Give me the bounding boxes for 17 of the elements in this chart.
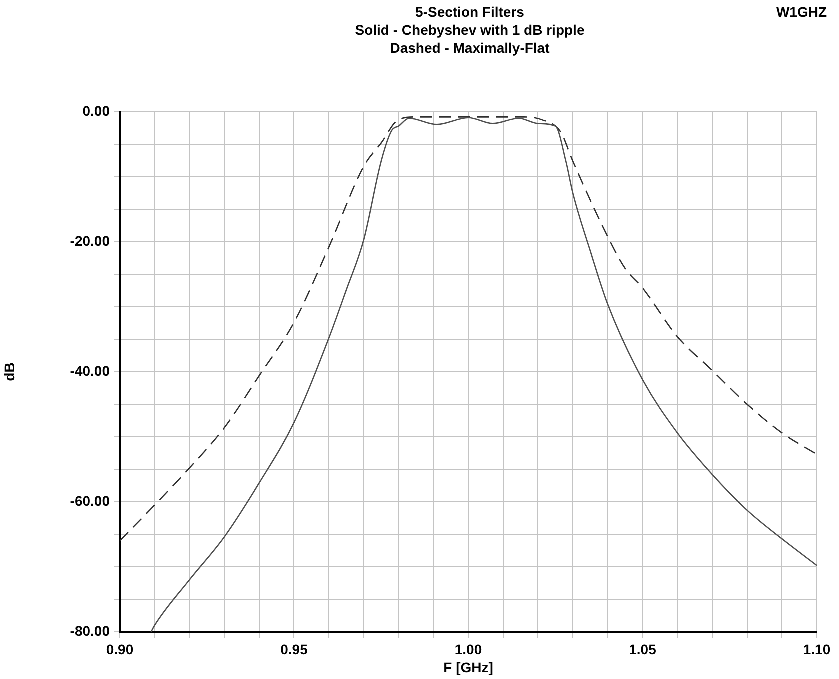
chart-title: 5-Section Filters — [414, 3, 526, 21]
x-tick-label: 1.00 — [454, 641, 482, 658]
y-tick-label: -20.00 — [70, 232, 110, 249]
y-tick-label: -80.00 — [70, 622, 110, 639]
line-series — [150, 117, 817, 632]
chart-subtitle: Solid - Chebyshev with 1 dB ripple — [354, 21, 586, 39]
x-tick-label: 1.10 — [803, 641, 831, 658]
x-tick-label: 1.05 — [629, 641, 657, 658]
x-tick-label: 0.90 — [106, 641, 134, 658]
text: Dashed - Maximally-Flat — [389, 39, 551, 57]
text: W1GHZ — [776, 3, 827, 21]
y-axis-title: dB — [1, 362, 18, 382]
y-tick-label: 0.00 — [82, 102, 110, 119]
x-tick-label: 0.95 — [280, 641, 308, 658]
y-tick-label: -60.00 — [70, 492, 110, 509]
x-axis-title: F [GHz] — [444, 659, 494, 676]
y-tick-label: -40.00 — [70, 362, 110, 379]
